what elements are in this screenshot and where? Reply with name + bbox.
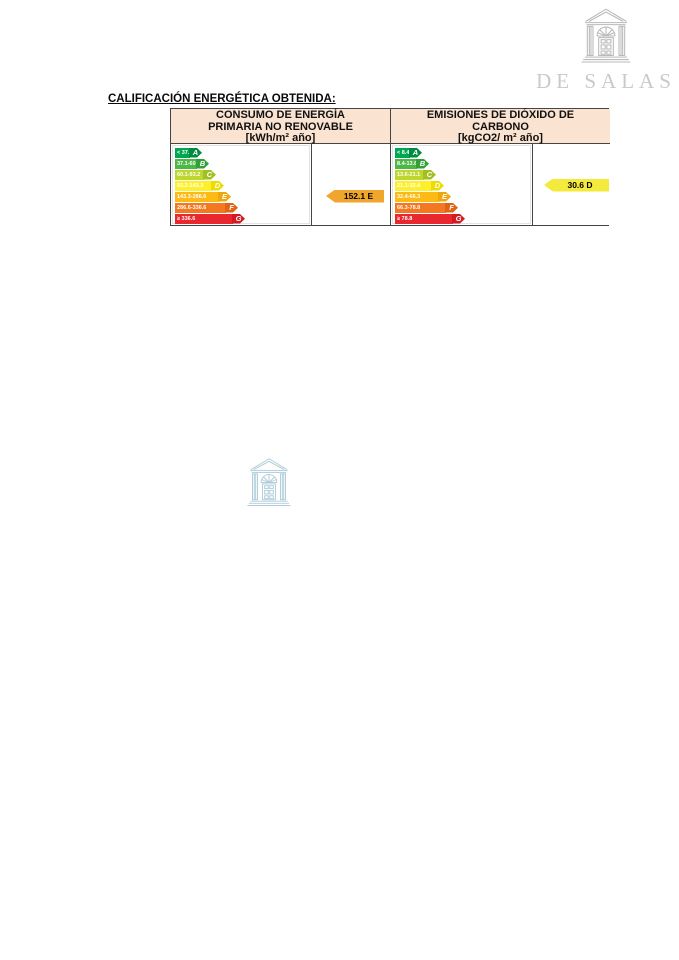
band-letter: F xyxy=(225,203,238,213)
emisiones-header: EMISIONES DE DIÓXIDO DE CARBONO [kgCO2/ … xyxy=(390,109,610,144)
band-letter: E xyxy=(438,192,451,202)
energy-band-row-b: 8.4-13.6 B xyxy=(395,159,530,169)
energy-band-row-e: 32.4-66.3 E xyxy=(395,192,530,202)
consumo-header: CONSUMO DE ENERGÍA PRIMARIA NO RENOVABLE… xyxy=(171,109,390,144)
band-range-label: 286.6-336.6 xyxy=(175,203,226,213)
energy-band-row-g: ≥ 336.6 G xyxy=(175,214,309,224)
energy-band-row-d: 93.2-143.3 D xyxy=(175,181,309,191)
consumo-value-cell: 152.1 E xyxy=(311,144,390,225)
band-range-label: 8.4-13.6 xyxy=(395,159,417,169)
band-range-label: 37.1-60.1 xyxy=(175,159,197,169)
band-letter: E xyxy=(218,192,231,202)
band-letter: C xyxy=(423,170,436,180)
band-range-label: 143.3-286.6 xyxy=(175,192,219,202)
consumo-value-label: 152.1 E xyxy=(343,191,374,201)
band-range-label: 13.6-21.1 xyxy=(395,170,424,180)
energy-band-row-f: 286.6-336.6 F xyxy=(175,203,309,213)
band-range-label: ≥ 336.6 xyxy=(175,214,233,224)
emisiones-header-units: [kgCO2/ m² año] xyxy=(458,132,543,144)
band-letter: C xyxy=(203,170,216,180)
emisiones-header-line1: EMISIONES DE DIÓXIDO DE xyxy=(426,109,575,121)
band-range-label: 66.3-78.8 xyxy=(395,203,446,213)
energy-band-row-b: 37.1-60.1B xyxy=(175,159,309,169)
band-letter: D xyxy=(431,181,444,191)
section-title: CALIFICACIÓN ENERGÉTICA OBTENIDA: xyxy=(108,93,336,105)
consumo-header-line2: PRIMARIA NO RENOVABLE xyxy=(208,120,353,133)
band-range-label: 60.1-93.2 xyxy=(175,170,204,180)
energy-band-row-a: < 37.1A xyxy=(175,148,309,158)
energy-band-row-g: ≥ 78.8 G xyxy=(395,214,530,224)
consumo-energy-scale: < 37.1A37.1-60.1B60.1-93.2C93.2-143.3D14… xyxy=(172,145,310,224)
energy-band-row-d: 21.1-32.4 D xyxy=(395,181,530,191)
band-range-label: 93.2-143.3 xyxy=(175,181,212,191)
energy-band-row-a: < 8.4 A xyxy=(395,148,530,158)
brand-name: DE SALAS xyxy=(536,69,676,93)
band-letter: F xyxy=(445,203,458,213)
watermark-door-portico-icon xyxy=(247,458,291,506)
consumo-header-line1: CONSUMO DE ENERGÍA xyxy=(216,109,345,121)
band-range-label: ≥ 78.8 xyxy=(395,214,453,224)
consumo-scale-cell: < 37.1A37.1-60.1B60.1-93.2C93.2-143.3D14… xyxy=(171,144,311,225)
emisiones-value-cell: 30.6 D xyxy=(532,144,610,225)
door-portico-icon xyxy=(581,8,631,63)
consumo-value-arrow: 152.1 E xyxy=(326,189,384,203)
band-range-label: < 8.4 xyxy=(395,148,410,158)
band-letter: G xyxy=(452,214,465,224)
consumo-header-units: [kWh/m² año] xyxy=(245,132,316,144)
band-letter: A xyxy=(409,148,422,158)
energy-rating-table: CONSUMO DE ENERGÍA PRIMARIA NO RENOVABLE… xyxy=(170,108,610,226)
energy-band-row-c: 13.6-21.1 C xyxy=(395,170,530,180)
emisiones-scale-cell: < 8.4 A 8.4-13.6 B 13.6-21.1 C 21.1-32.4 D 32.4-… xyxy=(390,144,532,225)
emisiones-value-arrow: 30.6 D xyxy=(544,178,609,192)
energy-band-row-c: 60.1-93.2 C xyxy=(175,170,309,180)
band-letter: D xyxy=(211,181,224,191)
band-letter: B xyxy=(416,159,429,169)
brand-logo: DE SALAS xyxy=(533,4,679,94)
energy-band-row-e: 143.3-286.6 E xyxy=(175,192,309,202)
energy-band-row-f: 66.3-78.8 F xyxy=(395,203,530,213)
emisiones-header-line2: CARBONO xyxy=(472,120,529,133)
emisiones-energy-scale: < 8.4 A 8.4-13.6 B 13.6-21.1 C 21.1-32.4 D 32.4-… xyxy=(392,145,531,224)
band-range-label: < 37.1 xyxy=(175,148,190,158)
emisiones-value-label: 30.6 D xyxy=(567,180,593,190)
band-letter: G xyxy=(232,214,245,224)
band-letter: A xyxy=(189,148,202,158)
band-letter: B xyxy=(196,159,209,169)
band-range-label: 32.4-66.3 xyxy=(395,192,439,202)
band-range-label: 21.1-32.4 xyxy=(395,181,432,191)
